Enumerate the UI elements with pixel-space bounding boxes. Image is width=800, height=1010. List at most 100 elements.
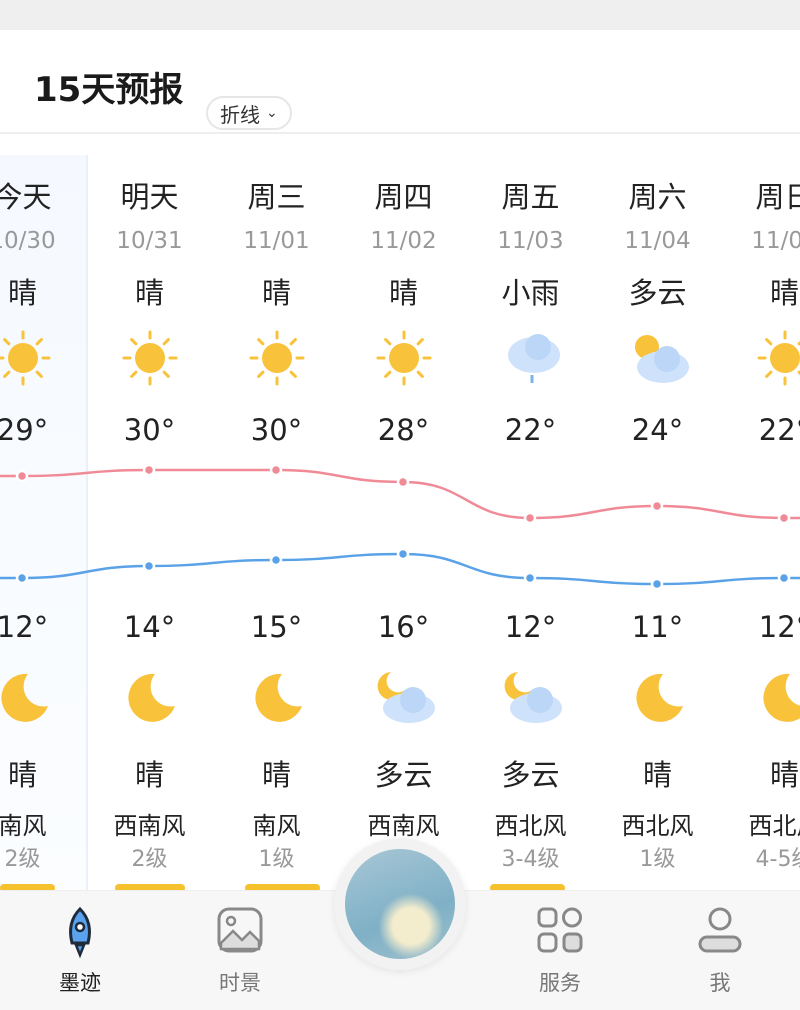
wind-direction: 西南风: [113, 812, 186, 840]
low-temp: 15°: [250, 610, 303, 644]
night-weather: 多云: [374, 758, 433, 792]
day-weather: 晴: [7, 276, 37, 310]
day-weather: 晴: [388, 276, 418, 310]
sun-icon: [249, 330, 305, 386]
day-weather: 晴: [261, 276, 291, 310]
chevron-down-icon: ⌄: [266, 105, 278, 121]
wind-direction: 南风: [0, 812, 47, 840]
wind-level: 1级: [639, 847, 676, 872]
day-name: 周四: [374, 180, 433, 214]
sun-icon: [757, 330, 800, 386]
low-temp: 12°: [0, 610, 49, 644]
sun-cloud-icon: [635, 335, 689, 383]
low-temp: 11°: [631, 610, 684, 644]
wind-level: 2级: [131, 847, 168, 872]
high-temp-line-point: [650, 499, 664, 513]
high-temp: 30°: [123, 413, 176, 447]
moon-icon: [1, 673, 49, 722]
high-temp-line-point: [142, 463, 156, 477]
mode-label: 折线: [220, 102, 260, 127]
high-temp-line-point: [269, 463, 283, 477]
today-highlight: [0, 155, 88, 890]
moon-icon: [255, 673, 302, 722]
moon-icon: [128, 673, 175, 722]
night-weather: 晴: [769, 758, 799, 792]
day-name: 明天: [120, 180, 179, 214]
status-strip: [0, 0, 800, 30]
date: 10/31: [116, 228, 183, 254]
night-weather: 晴: [7, 758, 37, 792]
low-temp-line-point: [269, 553, 283, 567]
day-weather: 小雨: [501, 276, 560, 310]
card-edge: [0, 884, 55, 892]
sun-icon: [376, 330, 432, 386]
wind-direction: 西南风: [367, 812, 440, 840]
low-temp: 14°: [123, 610, 176, 644]
day-name: 周五: [501, 180, 560, 214]
low-temp: 12°: [758, 610, 800, 644]
image-icon: [217, 907, 263, 953]
nav-label: 服务: [539, 971, 581, 995]
page-title: 15天预报: [34, 70, 184, 110]
card-edge: [245, 884, 320, 892]
date: 11/03: [497, 228, 564, 254]
wind-direction: 西北风: [494, 812, 567, 840]
nav-label: 我: [709, 971, 731, 995]
night-weather: 晴: [642, 758, 672, 792]
date: 11/05: [751, 228, 800, 254]
nav-item-grid[interactable]: 服务: [510, 905, 610, 995]
date: 10/30: [0, 228, 56, 254]
day-weather: 晴: [769, 276, 799, 310]
sky-photo: [345, 849, 455, 959]
high-temp: 22°: [758, 413, 800, 447]
date: 11/01: [243, 228, 310, 254]
date: 11/04: [624, 228, 691, 254]
moon-icon: [636, 673, 683, 722]
high-temp: 28°: [377, 413, 430, 447]
date: 11/02: [370, 228, 437, 254]
low-temp-line-point: [650, 577, 664, 590]
wind-level: 2级: [4, 847, 41, 872]
high-temp-line-point: [777, 511, 791, 525]
nav-item-user[interactable]: 我: [670, 905, 770, 995]
high-temp: 22°: [504, 413, 557, 447]
card-edge: [490, 884, 565, 892]
wind-level: 3-4级: [501, 847, 560, 872]
high-temp-line-point: [15, 469, 29, 483]
center-photo-button[interactable]: [334, 838, 466, 970]
day-name: 周日: [755, 180, 800, 214]
nav-label: 时景: [219, 971, 261, 995]
nav-label: 墨迹: [59, 971, 101, 995]
low-temp-line-point: [396, 547, 410, 561]
wind-direction: 西北风: [621, 812, 694, 840]
wind-level: 4-5级: [755, 847, 800, 872]
nav-item-rocket[interactable]: 墨迹: [30, 905, 130, 995]
day-weather: 多云: [628, 276, 687, 310]
sun-icon: [122, 330, 178, 386]
moon-cloud-icon: [377, 672, 435, 723]
high-temp: 29°: [0, 413, 49, 447]
forecast-header: 15天预报 折线 ⌄: [0, 30, 800, 134]
low-temp: 12°: [504, 610, 557, 644]
low-temp-line-point: [15, 571, 29, 585]
wind-direction: 西北风: [748, 812, 800, 840]
day-name: 周六: [628, 180, 687, 214]
wind-level: 1级: [258, 847, 295, 872]
day-weather: 晴: [134, 276, 164, 310]
day-name: 今天: [0, 180, 52, 214]
low-temp-line-point: [142, 559, 156, 573]
night-weather: 晴: [261, 758, 291, 792]
night-weather: 多云: [501, 758, 560, 792]
moon-cloud-icon: [504, 672, 562, 723]
high-temp-line-point: [396, 475, 410, 489]
chart-mode-dropdown[interactable]: 折线 ⌄: [206, 96, 292, 130]
low-temp-line-point: [777, 571, 791, 585]
night-weather: 晴: [134, 758, 164, 792]
day-name: 周三: [247, 180, 306, 214]
sun-icon: [0, 330, 51, 386]
user-icon: [698, 907, 742, 953]
high-temp-line-point: [523, 511, 537, 525]
low-temp-line-point: [523, 571, 537, 585]
nav-item-image[interactable]: 时景: [190, 905, 290, 995]
rain-cloud-icon: [508, 334, 560, 383]
